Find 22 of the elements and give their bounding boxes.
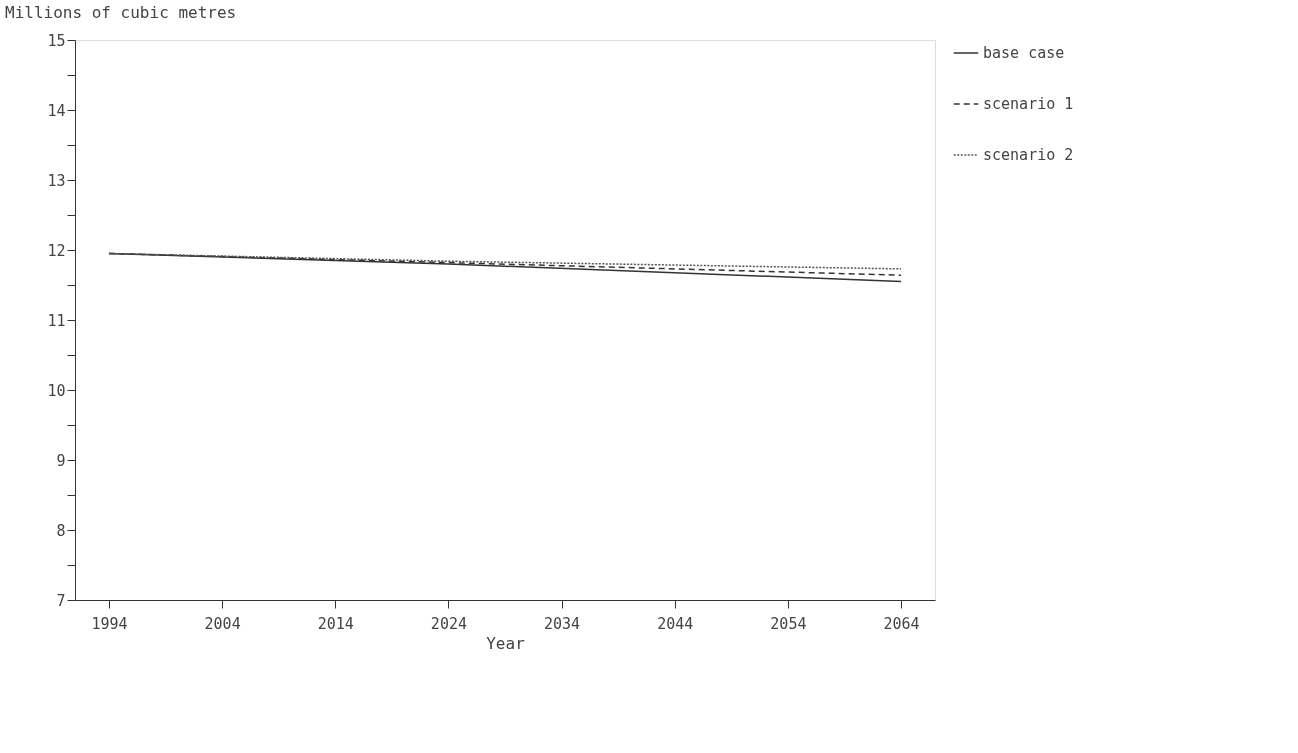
y-tick-label: 8 — [56, 521, 66, 540]
x-tick-label: 2034 — [544, 614, 581, 633]
y-tick-label: 15 — [47, 31, 66, 50]
y-tick-label: 11 — [47, 311, 66, 330]
y-axis-title: Millions of cubic metres — [5, 3, 237, 22]
x-tick-label: 2044 — [657, 614, 694, 633]
y-tick-label: 13 — [47, 171, 66, 190]
legend-label: base case — [983, 44, 1065, 62]
x-tick-label: 1994 — [91, 614, 128, 633]
legend-label: scenario 1 — [983, 95, 1074, 113]
x-tick-label: 2014 — [317, 614, 354, 633]
y-tick-label: 7 — [56, 591, 66, 610]
y-tick-label: 9 — [56, 451, 66, 470]
x-axis-title: Year — [486, 633, 526, 653]
y-tick-label: 14 — [47, 101, 66, 120]
x-tick-label: 2004 — [204, 614, 241, 633]
legend-label: scenario 2 — [983, 146, 1074, 164]
x-tick-label: 2024 — [430, 614, 467, 633]
x-tick-label: 2054 — [770, 614, 807, 633]
y-tick-label: 10 — [47, 381, 66, 400]
y-tick-label: 12 — [47, 241, 66, 260]
x-tick-label: 2064 — [883, 614, 920, 633]
